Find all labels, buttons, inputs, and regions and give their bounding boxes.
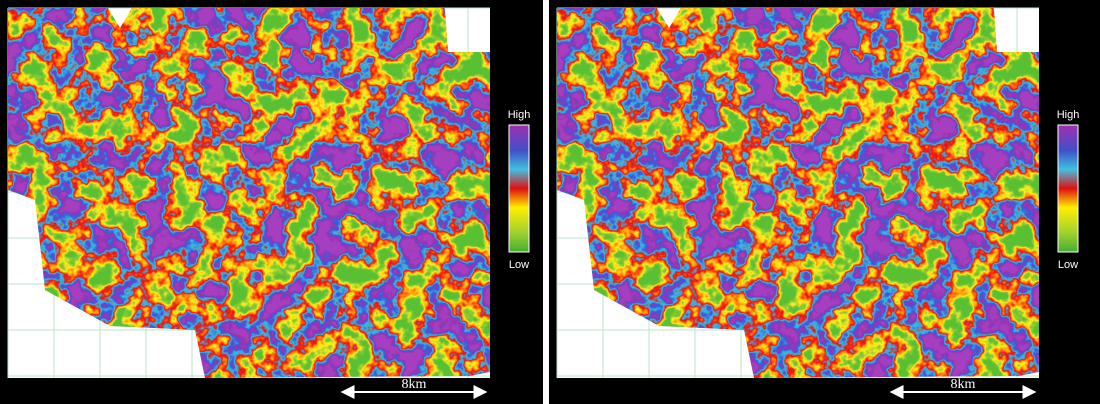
colorbar [1057, 124, 1079, 253]
legend-high: High [508, 109, 531, 121]
legend-low: Low [509, 259, 529, 271]
legend-high: High [1057, 109, 1080, 121]
colorbar [508, 124, 530, 253]
scale-label: 8km [402, 377, 427, 392]
legend-low: Low [1058, 259, 1078, 271]
panel: High Low 8km [0, 0, 543, 404]
panel: High Low 8km [549, 0, 1100, 404]
scale-label: 8km [951, 377, 976, 392]
